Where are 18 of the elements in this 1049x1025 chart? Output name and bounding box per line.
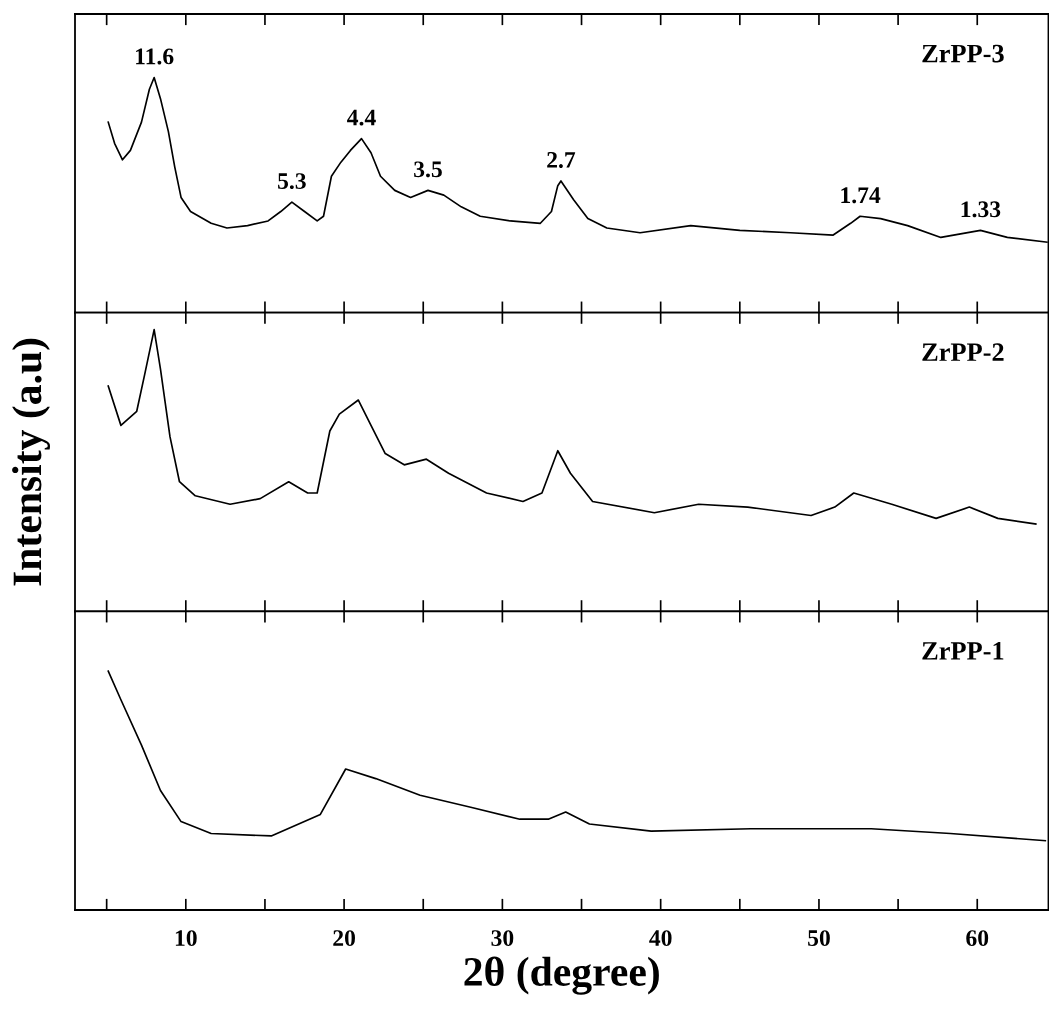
x-tick-label: 10 (175, 930, 197, 947)
annotation: 5.3 (278, 173, 306, 190)
x-tick-label: 20 (333, 930, 355, 947)
annotation: 1.74 (841, 187, 881, 204)
text: ZrPP-1 (922, 642, 1004, 660)
y-axis-title: Intensity (a.u) (12, 338, 50, 586)
annotation: 3.5 (414, 161, 442, 178)
annotation: 11.6 (136, 48, 174, 65)
x-tick-label: 60 (966, 930, 989, 947)
x-tick-label: 50 (808, 930, 830, 947)
legend-label: ZrPP-3 (922, 44, 1004, 63)
annotation: 1.33 (961, 201, 1001, 218)
annotation: 2.7 (547, 151, 576, 168)
x-tick-label: 30 (491, 930, 514, 947)
x-axis-title: 2θ (degree) (464, 956, 659, 995)
text: ZrPP-2 (922, 343, 1004, 361)
annotation: 4.4 (347, 109, 376, 126)
x-tick-label: 40 (649, 930, 672, 947)
